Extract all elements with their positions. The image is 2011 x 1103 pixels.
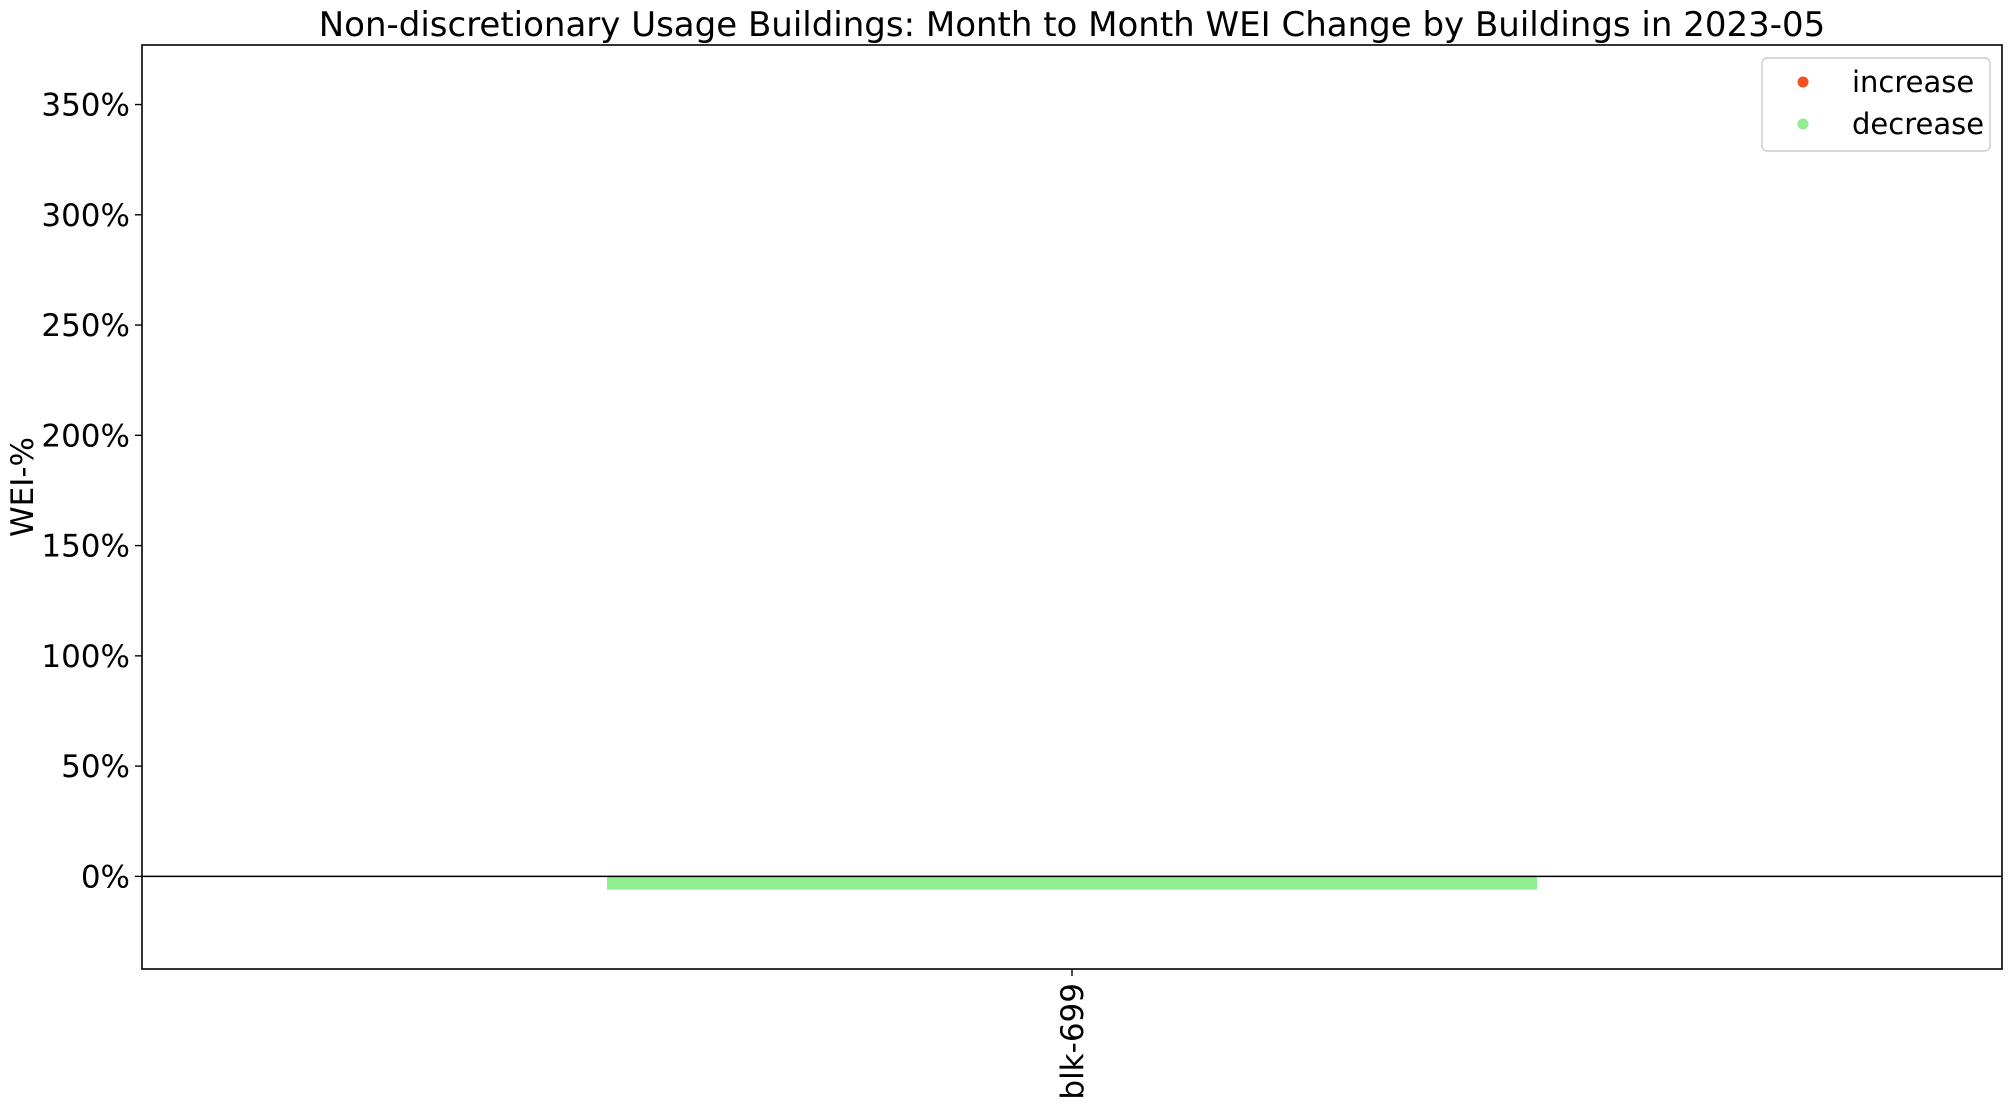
chart-title: Non-discretionary Usage Buildings: Month… [319,5,1826,45]
y-tick-label: 200% [41,418,130,454]
y-axis: 0% 50% 100% 150% 200% 250% 300% 350% [41,88,142,895]
y-tick-label: 0% [81,859,130,895]
y-tick-label: 250% [41,308,130,344]
x-axis: blk-699 [1055,969,1091,1100]
y-tick-label: 100% [41,639,130,675]
legend-label-increase: increase [1852,65,1974,99]
plot-frame [141,44,2003,970]
legend-frame [1761,57,1991,152]
y-tick-label: 300% [41,198,130,234]
legend: increase decrease [1761,57,1991,152]
y-tick-label: 350% [41,88,130,124]
y-tick-label: 50% [61,749,130,785]
legend-marker-increase [1797,76,1809,88]
legend-marker-decrease [1797,118,1809,130]
legend-label-decrease: decrease [1852,107,1984,141]
bar-blk-699 [607,876,1537,890]
bars-layer [607,876,1537,890]
x-tick-label: blk-699 [1055,983,1091,1100]
y-tick-label: 150% [41,529,130,565]
y-axis-label: WEI-% [5,437,41,537]
